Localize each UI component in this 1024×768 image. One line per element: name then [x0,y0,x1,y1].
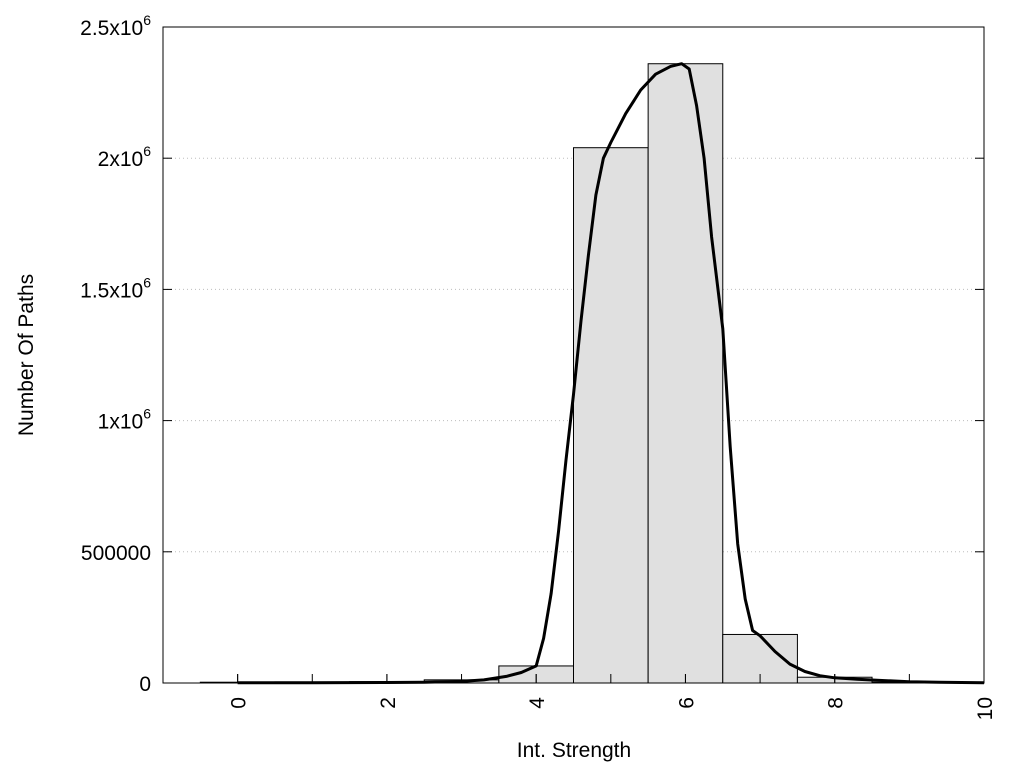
grid-lines [163,157,984,553]
histogram-bar [573,147,649,684]
x-tick-label: 10 [974,697,997,720]
x-tick-labels: 0 2 4 6 8 10 [228,697,997,721]
x-tick-label: 0 [228,697,251,709]
plot-frame [162,26,985,684]
y-axis-title: Number Of Paths [15,274,38,436]
histogram-bar [647,63,724,684]
y-tick-label: 2x106 [98,143,152,171]
y-tick-labels: 0 500000 1x106 1.5x106 2x106 2.5x106 [80,12,151,696]
x-tick-label: 8 [825,697,848,709]
fit-curve-layer [237,62,985,685]
y-tick-label: 500000 [81,542,151,565]
x-tick-label: 4 [526,697,549,709]
histogram-bars [199,63,948,684]
y-tick-label: 1.5x106 [80,274,151,302]
y-tick-label: 0 [139,673,151,696]
x-axis-title: Int. Strength [517,739,631,762]
y-tick-label: 1x106 [98,406,152,434]
fit-curve [237,62,985,685]
axis-ticks [163,26,985,684]
x-tick-label: 6 [675,697,698,709]
x-tick-label: 2 [377,697,400,709]
y-tick-label: 2.5x106 [80,12,151,40]
